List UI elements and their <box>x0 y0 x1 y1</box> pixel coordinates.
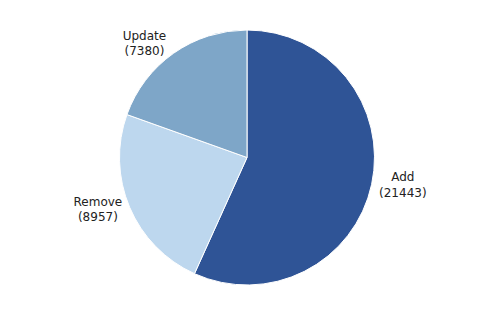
svg-text:Add(21443): Add(21443) <box>379 170 427 200</box>
svg-text:Update(7380): Update(7380) <box>123 29 166 59</box>
svg-text:Remove(8957): Remove(8957) <box>74 195 123 225</box>
